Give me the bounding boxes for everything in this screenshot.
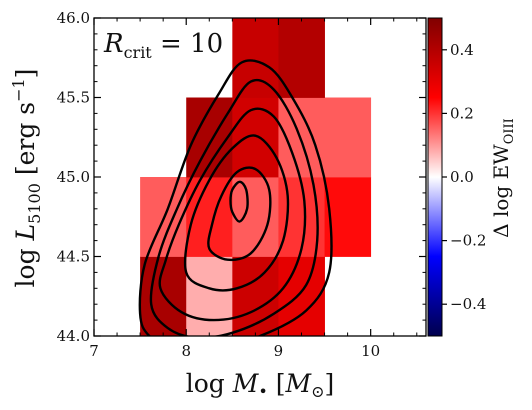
colorbar-label: Δ log EWOIII (489, 118, 517, 238)
y-axis-label: log L5100 [erg s−1] (9, 69, 44, 288)
contour-line (207, 166, 272, 262)
annotation-r-crit: Rcrit = 10 (103, 29, 223, 62)
heatmap-cell (232, 177, 279, 257)
x-tick-label: 8 (181, 342, 191, 360)
contour-line (229, 180, 249, 223)
x-tick-label: 10 (361, 342, 380, 360)
y-tick-label: 45.0 (57, 168, 90, 186)
colorbar-tick-label: −0.2 (450, 232, 486, 250)
heatmap-cell (232, 97, 279, 178)
colorbar-tick-label: −0.4 (450, 295, 486, 313)
heatmap-cells (140, 18, 372, 336)
heatmap-cell (232, 18, 279, 98)
heatmap-cell (186, 256, 233, 336)
contour-line (183, 134, 290, 292)
contour-line (138, 59, 333, 336)
x-tick-label: 7 (89, 342, 99, 360)
density-contours (138, 59, 333, 336)
contour-line (158, 107, 307, 322)
x-axis-ticks: 7 8 9 10 (89, 18, 418, 360)
x-axis-label: log M• [M⊙] (186, 369, 335, 401)
heatmap-cell (278, 18, 325, 98)
heatmap-cell (324, 97, 372, 178)
colorbar-ticks: −0.4 −0.2 0.0 0.2 0.4 (442, 41, 486, 313)
contour-line (149, 78, 319, 336)
colorbar-tick-label: 0.0 (450, 168, 474, 186)
colorbar (427, 17, 443, 337)
y-tick-label: 45.5 (57, 89, 90, 107)
y-tick-label: 44.5 (57, 248, 90, 266)
colorbar-tick-label: 0.4 (450, 41, 474, 59)
y-axis-ticks: 44.0 44.5 45.0 45.5 46.0 (57, 9, 426, 345)
x-tick-label: 9 (274, 342, 284, 360)
y-tick-label: 44.0 (57, 327, 90, 345)
colorbar-tick-label: 0.2 (450, 104, 474, 122)
y-tick-label: 46.0 (57, 9, 90, 27)
